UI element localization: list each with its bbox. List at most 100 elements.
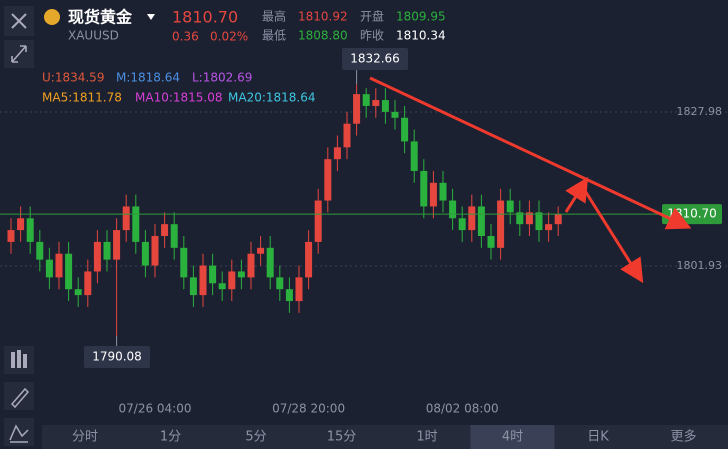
annotation-arrow — [564, 176, 589, 213]
value: 1810.92 — [298, 10, 348, 24]
candle-body — [439, 182, 447, 201]
tab[interactable]: 日K — [587, 430, 609, 445]
candle-body — [228, 271, 236, 290]
close-icon — [11, 13, 27, 29]
candle-body — [333, 147, 341, 160]
candle-body — [218, 283, 226, 290]
candle-body — [7, 230, 15, 242]
tab[interactable]: 4时 — [502, 430, 523, 445]
candle-body — [353, 94, 361, 124]
tab-selected — [470, 425, 555, 449]
candle-body — [17, 218, 25, 231]
candle-body — [132, 206, 140, 242]
tabs: 分时 1分 5分 15分 1时 4时 日K 更多 — [72, 425, 697, 449]
candle-body — [468, 206, 476, 231]
change: 0.36 — [172, 30, 199, 44]
dropdown-icon[interactable] — [147, 14, 155, 20]
candle-body — [487, 236, 495, 248]
candle-body — [74, 289, 82, 296]
min-box — [84, 346, 150, 368]
candle-body — [45, 259, 53, 278]
candle-body — [180, 247, 188, 278]
wave-icon — [9, 424, 29, 443]
candle-body — [477, 206, 485, 237]
candle-body — [285, 289, 293, 302]
annotation-arrow — [580, 185, 644, 284]
candle-body — [458, 218, 466, 231]
candle-body — [314, 200, 322, 242]
x-tick-label: 07/28 20:00 — [272, 402, 345, 416]
max-label: 1832.66 — [350, 52, 400, 66]
candle-body — [266, 247, 274, 278]
candle-body — [55, 253, 63, 278]
change-pct: 0.02% — [210, 30, 248, 44]
tab[interactable]: 1分 — [160, 430, 181, 445]
indicator-value: MA5:1811.78 — [42, 91, 122, 105]
candle-body — [372, 100, 380, 106]
candle-body — [93, 241, 101, 272]
candle-body — [410, 141, 418, 171]
symbol: XAUUSD — [68, 29, 119, 43]
candle-body — [65, 253, 73, 290]
expand-icon — [11, 45, 27, 63]
candle-body — [161, 224, 169, 237]
tab[interactable]: 1时 — [416, 430, 437, 445]
logo — [44, 9, 60, 25]
candle-body — [449, 200, 457, 219]
instrument-name[interactable]: 现货黄金 — [68, 8, 133, 27]
indicator-value: MA20:1818.64 — [228, 91, 316, 105]
candle-body — [497, 200, 505, 248]
candle-body — [516, 212, 524, 225]
candle-body — [141, 241, 149, 266]
label: 开盘 — [360, 9, 384, 24]
tab[interactable]: 5分 — [245, 430, 266, 445]
candle-body — [170, 224, 178, 248]
candle-body — [209, 265, 217, 284]
price: 1810.70 — [172, 8, 238, 27]
candle-body — [122, 206, 130, 231]
max-box — [342, 48, 408, 70]
candle-body — [257, 247, 265, 254]
indicator-value: MA10:1815.08 — [135, 91, 223, 105]
candle-body — [429, 182, 437, 207]
candle-body — [506, 200, 514, 213]
label: 最高 — [262, 9, 286, 24]
tab[interactable]: 15分 — [327, 430, 357, 445]
candle-body — [237, 271, 245, 278]
candle-body — [199, 265, 207, 296]
value: 1809.95 — [396, 10, 446, 24]
candle-body — [343, 123, 351, 148]
candle-body — [362, 94, 370, 106]
plot: 1827.98 1801.93 07/26 04:00 07/28 20:00 08/0… — [0, 48, 728, 416]
candle-body — [36, 241, 44, 260]
candle-body — [381, 100, 389, 112]
tab-bar — [42, 425, 728, 449]
candle-body — [295, 277, 303, 302]
min-label: 1790.08 — [92, 350, 142, 364]
annotation-arrow — [369, 76, 692, 230]
candle-body — [420, 170, 428, 207]
candle-body — [391, 111, 399, 118]
y-tick-label: 1801.93 — [677, 259, 723, 272]
candle-body — [247, 253, 255, 278]
tab[interactable]: 更多 — [670, 429, 696, 445]
candle-body — [151, 236, 159, 266]
candle-body — [554, 214, 562, 225]
x-tick-label: 07/26 04:00 — [119, 402, 192, 416]
candle-body — [189, 277, 197, 296]
label: 昨收 — [360, 29, 384, 43]
value: 1810.34 — [396, 29, 446, 43]
value: 1808.80 — [298, 29, 348, 43]
candle-body — [545, 224, 553, 231]
pen-icon — [10, 387, 30, 409]
indicator-icon — [11, 350, 27, 368]
candle-body — [26, 218, 34, 242]
y-tick-label: 1827.98 — [677, 105, 723, 118]
tab[interactable]: 分时 — [72, 430, 98, 445]
candle-body — [276, 277, 284, 290]
candle-body — [305, 241, 313, 278]
candle-body — [401, 117, 409, 142]
candle-body — [113, 230, 121, 260]
candle-body — [84, 271, 92, 296]
